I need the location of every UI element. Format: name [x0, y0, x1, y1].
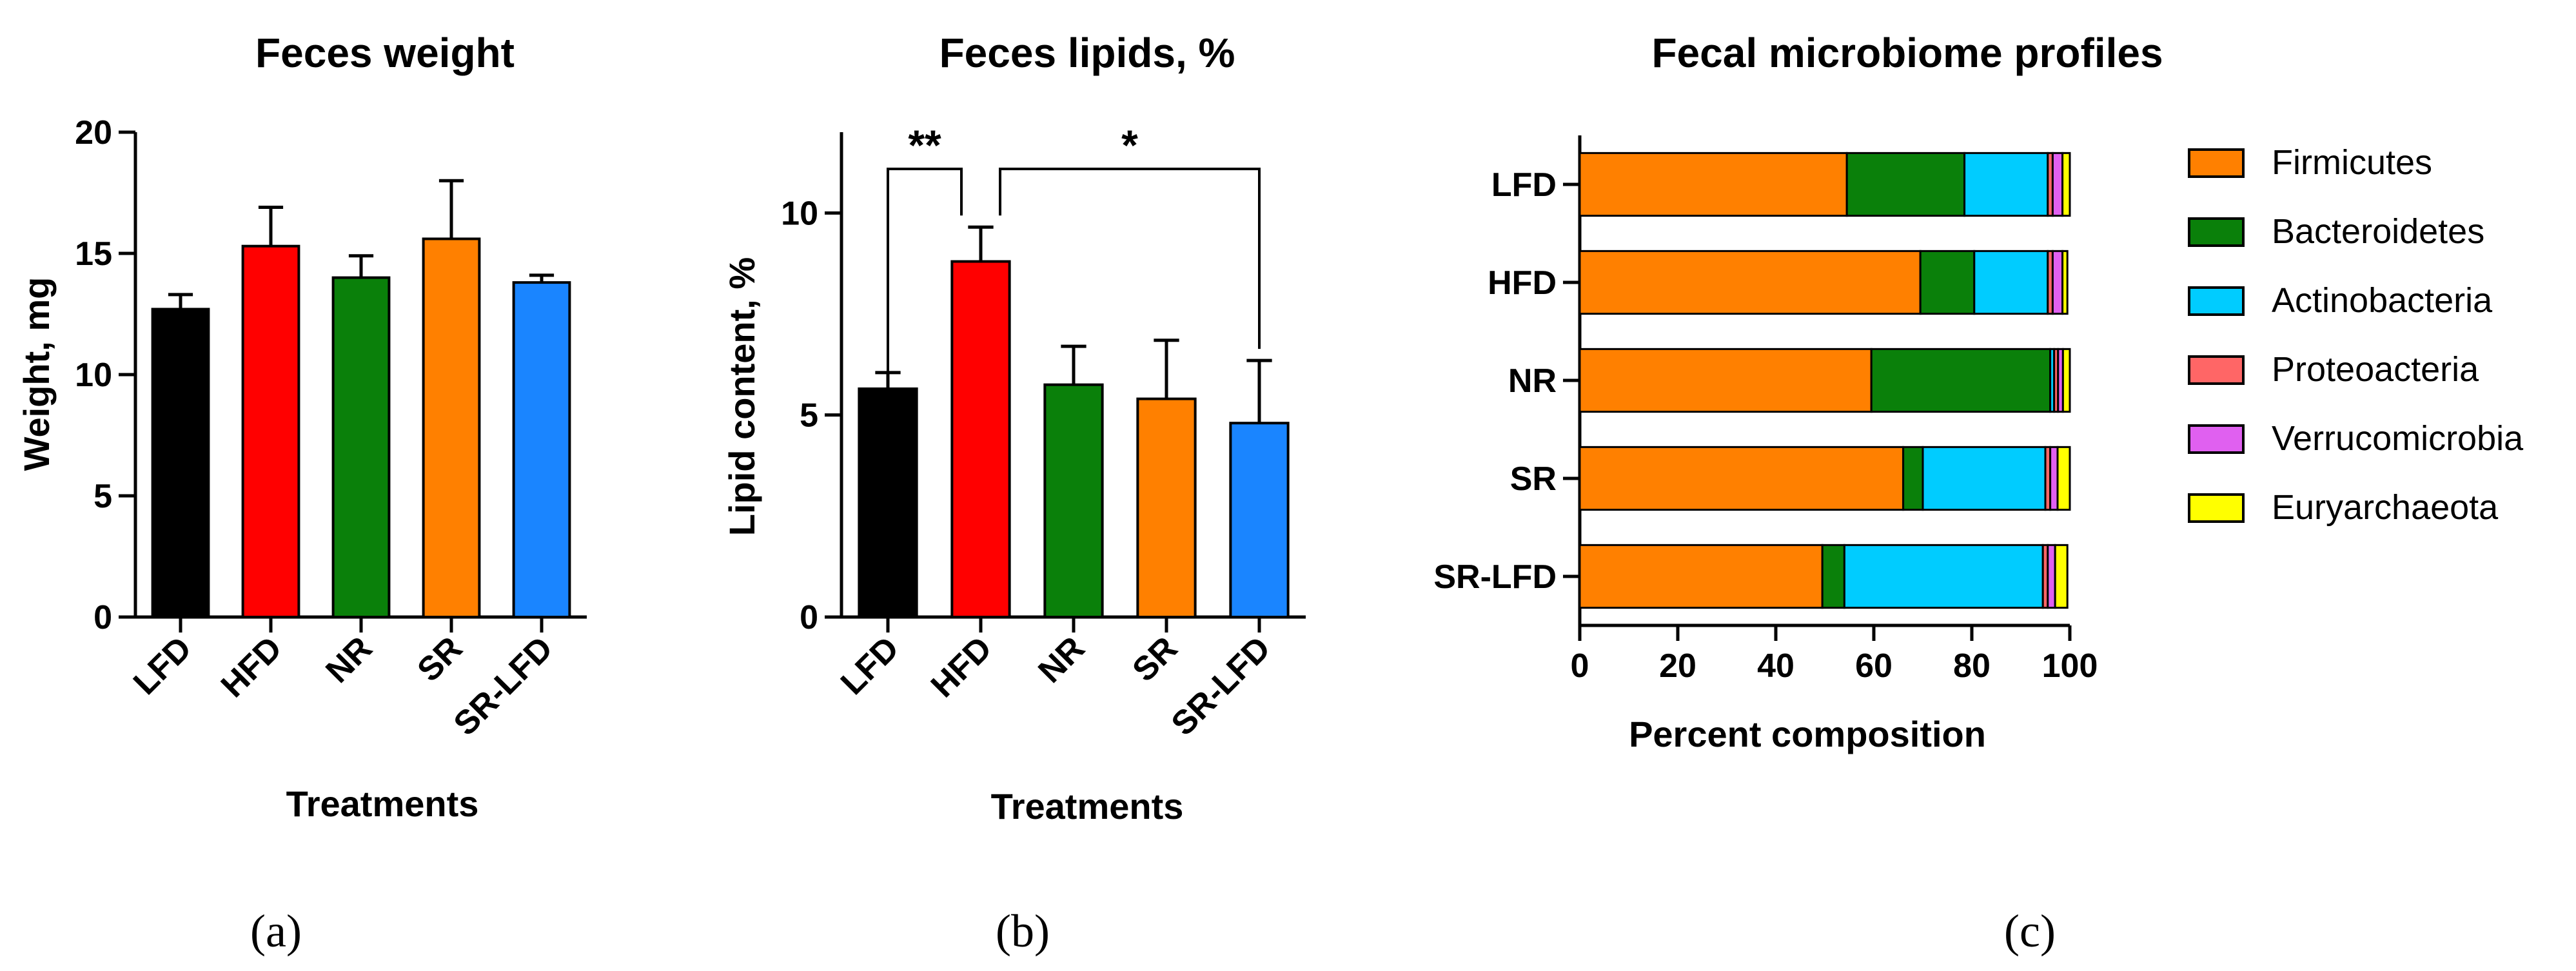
x-tick-label: 20: [1659, 647, 1696, 685]
y-tick-label: 5: [800, 397, 818, 435]
segment-verrucomicrobia-hfd: [2051, 250, 2064, 315]
bar-lfd: [858, 387, 918, 619]
segment-bacteroidetes-lfd: [1845, 152, 1966, 217]
legend-label-bacteroidetes: Bacteroidetes: [2272, 212, 2484, 251]
panel-b-title: Feces lipids, %: [939, 30, 1235, 76]
bar-nr: [1043, 383, 1104, 619]
panel-feces-weight: Feces weight Weight, mg Treatments (a) 0…: [16, 30, 587, 957]
y-tick-label: HFD: [1488, 264, 1557, 302]
bar-sr-lfd: [512, 281, 571, 618]
x-tick-label: HFD: [924, 629, 999, 705]
bar-nr: [331, 276, 391, 619]
legend-swatch-euryarchaeota: [2188, 493, 2245, 523]
x-tick-label: HFD: [214, 629, 290, 705]
significance-bracket: [999, 168, 1261, 349]
significance-label: **: [908, 121, 941, 169]
legend-label-firmicutes: Firmicutes: [2272, 143, 2432, 182]
x-tick-label: 0: [1571, 647, 1589, 685]
y-tick-label: 15: [75, 235, 112, 273]
segment-euryarchaeota-lfd: [2061, 152, 2071, 217]
significance-label: *: [1121, 121, 1138, 169]
legend: Firmicutes Bacteroidetes Actinobacteria Pro…: [2188, 143, 2524, 527]
segment-verrucomicrobia-sr-lfd: [2047, 544, 2056, 609]
panel-b-x-axis-title: Treatments: [991, 786, 1184, 827]
x-tick-label: 60: [1855, 647, 1893, 685]
panel-c-title: Fecal microbiome profiles: [1651, 30, 2163, 76]
segment-firmicutes-nr: [1578, 348, 1873, 413]
legend-label-verrucomicrobia: Verrucomicrobia: [2272, 419, 2524, 458]
x-tick-label: SR: [410, 629, 469, 689]
segment-euryarchaeota-sr: [2056, 446, 2071, 511]
segment-firmicutes-lfd: [1578, 152, 1848, 217]
legend-swatch-bacteroidetes: [2188, 217, 2245, 247]
legend-label-euryarchaeota: Euryarchaeota: [2272, 488, 2499, 527]
segment-actinobacteria-sr-lfd: [1843, 544, 2044, 609]
x-tick-label: 100: [2042, 647, 2098, 685]
legend-swatch-actinobacteria: [2188, 286, 2245, 316]
panel-a-caption: (a): [250, 905, 302, 957]
panel-microbiome: Fecal microbiome profiles Percent compos…: [1433, 30, 2524, 957]
segment-euryarchaeota-nr: [2061, 348, 2071, 413]
segment-verrucomicrobia-sr: [2049, 446, 2059, 511]
bar-sr: [422, 237, 481, 618]
legend-swatch-firmicutes: [2188, 148, 2245, 178]
x-tick-label: NR: [319, 629, 379, 690]
panel-b-caption: (b): [996, 905, 1050, 957]
x-tick-label: 80: [1953, 647, 1991, 685]
segment-actinobacteria-hfd: [1973, 250, 2049, 315]
legend-label-actinobacteria: Actinobacteria: [2272, 281, 2493, 320]
panel-c-x-axis-title: Percent composition: [1629, 714, 1986, 754]
bar-hfd: [241, 244, 300, 619]
segment-bacteroidetes-sr-lfd: [1821, 544, 1845, 609]
segment-euryarchaeota-sr-lfd: [2054, 544, 2069, 609]
panel-a-title: Feces weight: [255, 30, 515, 76]
segment-actinobacteria-sr: [1922, 446, 2047, 511]
segment-actinobacteria-lfd: [1963, 152, 2049, 217]
panel-c-caption: (c): [2004, 905, 2056, 957]
significance-bracket: [887, 168, 963, 372]
y-tick-label: 10: [781, 195, 818, 232]
segment-bacteroidetes-sr: [1902, 446, 1924, 511]
segment-euryarchaeota-hfd: [2061, 250, 2069, 315]
segment-firmicutes-hfd: [1578, 250, 1922, 315]
y-tick-label: 20: [75, 114, 112, 152]
y-tick-label: SR: [1510, 460, 1557, 498]
panel-a-y-axis-title: Weight, mg: [16, 277, 57, 471]
segment-firmicutes-sr-lfd: [1578, 544, 1824, 609]
y-tick-label: LFD: [1491, 166, 1557, 204]
x-tick-label: 40: [1757, 647, 1794, 685]
segment-bacteroidetes-hfd: [1919, 250, 1976, 315]
y-tick-label: NR: [1508, 362, 1557, 400]
y-tick-label: 0: [93, 599, 112, 636]
y-tick-label: 5: [93, 478, 112, 515]
x-tick-label: SR-LFD: [1165, 629, 1278, 743]
y-tick-label: 10: [75, 357, 112, 394]
bar-hfd: [950, 260, 1011, 618]
panel-a-x-axis-title: Treatments: [286, 783, 479, 824]
y-tick-label: 0: [800, 599, 818, 636]
bar-sr: [1136, 397, 1197, 618]
legend-label-proteoacteria: Proteoacteria: [2272, 350, 2479, 389]
bar-sr-lfd: [1229, 422, 1290, 618]
panel-feces-lipids: Feces lipids, % Lipid content, % Treatme…: [722, 30, 1306, 957]
segment-bacteroidetes-nr: [1870, 348, 2052, 413]
panel-b-y-axis-title: Lipid content, %: [722, 257, 762, 536]
x-tick-label: LFD: [834, 629, 906, 701]
x-tick-label: NR: [1031, 629, 1092, 690]
x-tick-label: SR-LFD: [447, 629, 560, 743]
x-tick-label: LFD: [126, 629, 199, 701]
y-tick-label: SR-LFD: [1433, 558, 1557, 596]
panel-c-plot-area: 0 20 40 60 80 100 LFD HFD NR SR SR-LFD: [1433, 135, 2098, 685]
legend-swatch-verrucomicrobia: [2188, 424, 2245, 454]
bar-lfd: [151, 308, 210, 618]
legend-swatch-proteoacteria: [2188, 355, 2245, 385]
x-tick-label: SR: [1125, 629, 1185, 689]
segment-verrucomicrobia-lfd: [2051, 152, 2064, 217]
segment-firmicutes-sr: [1578, 446, 1905, 511]
